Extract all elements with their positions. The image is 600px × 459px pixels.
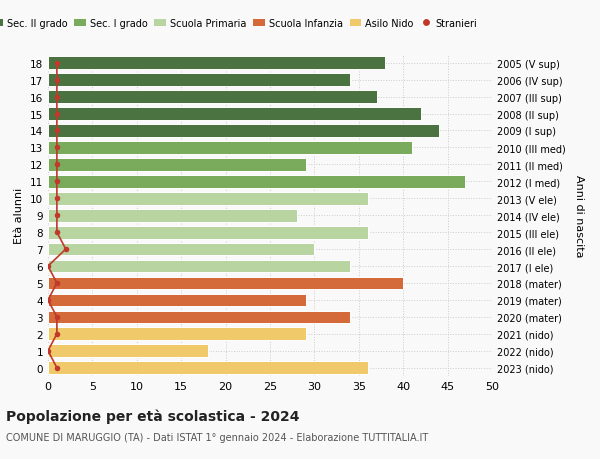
- Bar: [48, 175, 466, 188]
- Point: [52, 330, 62, 338]
- Bar: [48, 74, 350, 87]
- Bar: [48, 142, 412, 154]
- Bar: [48, 125, 439, 138]
- Legend: Sec. II grado, Sec. I grado, Scuola Primaria, Scuola Infanzia, Asilo Nido, Stran: Sec. II grado, Sec. I grado, Scuola Prim…: [0, 15, 481, 33]
- Bar: [48, 159, 305, 171]
- Bar: [48, 192, 368, 205]
- Point: [52, 77, 62, 84]
- Point: [52, 111, 62, 118]
- Point: [52, 178, 62, 185]
- Bar: [48, 57, 385, 70]
- Bar: [48, 277, 403, 290]
- Bar: [48, 91, 377, 104]
- Bar: [48, 108, 421, 121]
- Point: [52, 229, 62, 236]
- Point: [52, 145, 62, 152]
- Bar: [48, 362, 368, 374]
- Point: [52, 195, 62, 202]
- Bar: [48, 243, 314, 256]
- Bar: [48, 209, 296, 222]
- Y-axis label: Anni di nascita: Anni di nascita: [574, 174, 584, 257]
- Y-axis label: Età alunni: Età alunni: [14, 188, 25, 244]
- Bar: [48, 226, 368, 239]
- Bar: [48, 260, 350, 273]
- Bar: [48, 311, 350, 324]
- Point: [52, 364, 62, 372]
- Point: [43, 347, 53, 355]
- Point: [43, 297, 53, 304]
- Point: [52, 161, 62, 168]
- Bar: [48, 345, 208, 358]
- Text: COMUNE DI MARUGGIO (TA) - Dati ISTAT 1° gennaio 2024 - Elaborazione TUTTITALIA.I: COMUNE DI MARUGGIO (TA) - Dati ISTAT 1° …: [6, 432, 428, 442]
- Point: [43, 263, 53, 270]
- Point: [52, 60, 62, 67]
- Bar: [48, 328, 305, 341]
- Text: Popolazione per età scolastica - 2024: Popolazione per età scolastica - 2024: [6, 409, 299, 423]
- Point: [52, 212, 62, 219]
- Point: [52, 280, 62, 287]
- Point: [52, 94, 62, 101]
- Point: [52, 313, 62, 321]
- Bar: [48, 294, 305, 307]
- Point: [52, 128, 62, 135]
- Point: [61, 246, 71, 253]
